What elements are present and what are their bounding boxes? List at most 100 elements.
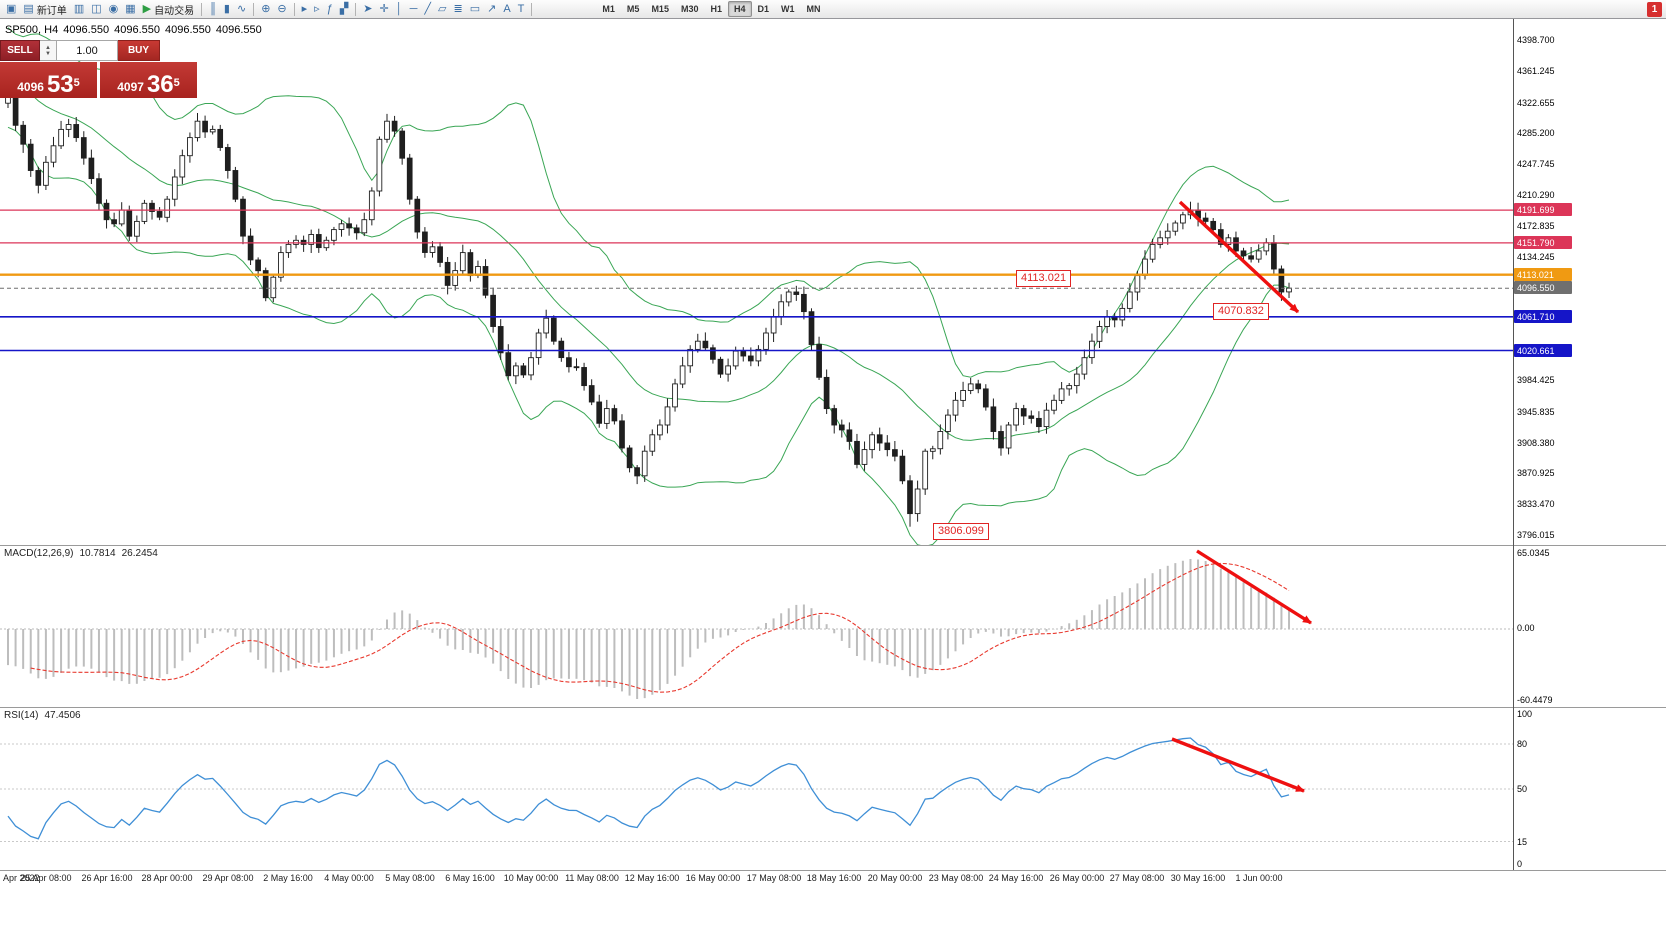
- notification-badge[interactable]: 1: [1647, 1, 1662, 17]
- auto-scroll-button[interactable]: ▸: [299, 1, 311, 17]
- rsi-name: RSI(14): [4, 710, 39, 721]
- shapes-icon: ▭: [469, 3, 481, 15]
- price-annotation[interactable]: 4070.832: [1213, 303, 1269, 320]
- auto-trading-label: 自动交易: [154, 5, 195, 17]
- trend-arrow[interactable]: [1171, 737, 1305, 793]
- text-label-button[interactable]: T: [515, 1, 528, 17]
- new-order-label: 新订单: [36, 5, 67, 17]
- ask-pips: 36: [146, 71, 174, 98]
- horizontal-line-icon: ─: [409, 3, 418, 15]
- fibonacci-button[interactable]: ≣: [450, 1, 465, 17]
- crosshair-button[interactable]: ✛: [377, 1, 392, 17]
- buy-button[interactable]: BUY: [118, 40, 160, 61]
- volume-stepper[interactable]: ▲ ▼: [40, 40, 57, 61]
- timeframe-m15[interactable]: M15: [651, 4, 669, 14]
- cursor-button[interactable]: ➤: [360, 1, 375, 17]
- timeframe-m1[interactable]: M1: [602, 4, 615, 14]
- trend-arrow[interactable]: [1178, 200, 1300, 314]
- horizontal-line-button[interactable]: ─: [407, 1, 421, 17]
- macd-pane-label: MACD(12,26,9) 10.7814 26.2454: [4, 548, 164, 559]
- new-order-icon: ▤: [23, 3, 34, 15]
- bid-prefix: 4096: [17, 80, 44, 94]
- terminal-icon: ▦: [125, 3, 136, 15]
- timeframe-m5[interactable]: M5: [626, 4, 640, 14]
- equidistant-channel-icon: ▱: [438, 3, 447, 15]
- bid-point: 5: [73, 77, 80, 89]
- chart-title: SP500, H4 4096.550 4096.550 4096.550 4096.55…: [5, 24, 267, 36]
- vertical-line-button[interactable]: │: [393, 1, 406, 17]
- fibonacci-icon: ≣: [453, 3, 463, 15]
- line-chart-icon: ∿: [236, 3, 247, 15]
- toolbar: ▣ ▤ 新订单 ▥ ◫ ◉ ▦ ▶ 自动交易 ║ ▮ ∿ ⊕ ⊖ ▸ ▹ ƒ ▞ ➤ ✛ │ ─ ╱ ▱ ≣ ▭ ↗ A T M1 M5 M1…: [0, 0, 1666, 19]
- bar-chart-icon: ║: [209, 3, 217, 15]
- candlestick-chart-button[interactable]: ▮: [221, 1, 233, 17]
- shapes-button[interactable]: ▭: [467, 1, 483, 17]
- price-annotation[interactable]: 3806.099: [933, 523, 989, 540]
- tile-windows-icon: ▞: [339, 3, 349, 15]
- profiles-button[interactable]: ▥: [71, 1, 87, 17]
- auto-scroll-icon: ▸: [301, 3, 308, 15]
- ask-prefix: 4097: [117, 80, 144, 94]
- text-button[interactable]: A: [500, 1, 513, 17]
- toolbar-separator: [531, 2, 533, 16]
- profiles-icon: ▥: [73, 3, 85, 15]
- text-label-icon: T: [517, 3, 525, 15]
- new-chart-icon: ▣: [6, 3, 17, 15]
- stepper-up-icon[interactable]: ▲: [45, 44, 51, 51]
- trendline-icon: ╱: [424, 3, 432, 15]
- navigator-icon: ◉: [108, 3, 119, 15]
- candlestick-chart-icon: ▮: [223, 3, 230, 15]
- bid-pips: 53: [46, 71, 74, 98]
- timeframe-h1[interactable]: H1: [710, 4, 722, 14]
- timeframe-group: M1 M5 M15 M30 H1 H4 D1 W1 MN: [596, 1, 826, 17]
- timeframe-m30[interactable]: M30: [680, 4, 699, 14]
- navigator-button[interactable]: ◉: [106, 1, 122, 17]
- buy-price-button[interactable]: 4097 36 5: [100, 62, 197, 98]
- new-chart-button[interactable]: ▣: [3, 1, 19, 17]
- line-chart-button[interactable]: ∿: [234, 1, 249, 17]
- symbol-period: SP500, H4: [5, 24, 59, 36]
- rsi-pane-label: RSI(14) 47.4506: [4, 710, 87, 721]
- sell-price-button[interactable]: 4096 53 5: [0, 62, 97, 98]
- tile-windows-button[interactable]: ▞: [337, 1, 351, 17]
- indicators-button[interactable]: ƒ: [324, 1, 336, 17]
- auto-trading-button[interactable]: ▶ 自动交易: [140, 1, 197, 17]
- timeframe-h4[interactable]: H4: [727, 1, 752, 17]
- zoom-out-icon: ⊖: [277, 3, 287, 15]
- high-value: 4096.550: [114, 24, 160, 36]
- rsi-pane: [0, 737, 1513, 842]
- auto-trading-icon: ▶: [142, 3, 152, 15]
- macd-signal-value: 26.2454: [121, 548, 158, 559]
- chart-shift-icon: ▹: [314, 3, 320, 15]
- sell-button[interactable]: SELL: [0, 40, 40, 61]
- price-pane: [0, 27, 1513, 545]
- crosshair-icon: ✛: [379, 3, 389, 15]
- timeframe-mn[interactable]: MN: [806, 4, 821, 14]
- close-value: 4096.550: [215, 24, 262, 36]
- equidistant-channel-button[interactable]: ▱: [435, 1, 449, 17]
- timeframe-d1[interactable]: D1: [757, 4, 770, 14]
- trend-arrow[interactable]: [1196, 549, 1312, 625]
- market-watch-button[interactable]: ◫: [88, 1, 104, 17]
- terminal-button[interactable]: ▦: [122, 1, 138, 17]
- bar-chart-button[interactable]: ║: [206, 1, 220, 17]
- trendline-button[interactable]: ╱: [421, 1, 434, 17]
- macd-main-value: 10.7814: [79, 548, 116, 559]
- timeframe-w1[interactable]: W1: [781, 4, 795, 14]
- market-watch-icon: ◫: [91, 3, 102, 15]
- rsi-value: 47.4506: [44, 710, 81, 721]
- zoom-in-button[interactable]: ⊕: [258, 1, 273, 17]
- toolbar-separator: [201, 2, 203, 16]
- volume-input[interactable]: [57, 40, 118, 61]
- zoom-out-button[interactable]: ⊖: [274, 1, 289, 17]
- vertical-line-icon: │: [395, 3, 403, 15]
- new-order-button[interactable]: ▤ 新订单: [20, 1, 69, 17]
- toolbar-separator: [293, 2, 295, 16]
- stepper-down-icon[interactable]: ▼: [45, 50, 51, 57]
- price-annotation[interactable]: 4113.021: [1016, 270, 1072, 287]
- arrows-button[interactable]: ↗: [484, 1, 499, 17]
- low-value: 4096.550: [164, 24, 211, 36]
- chart-shift-button[interactable]: ▹: [311, 1, 323, 17]
